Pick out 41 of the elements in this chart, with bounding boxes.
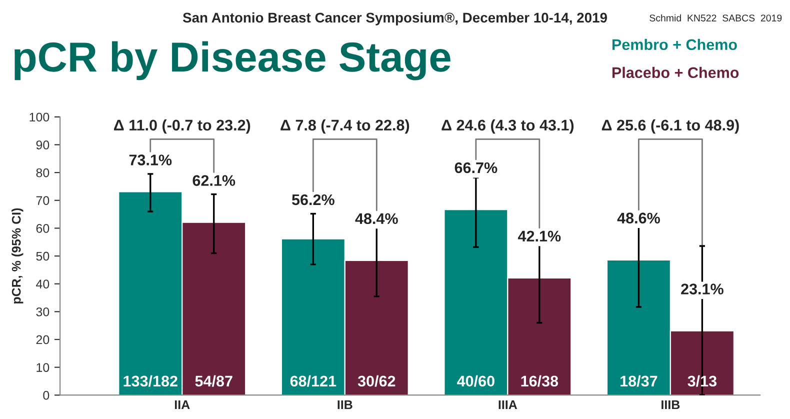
annotation: Δ 11.0 (-0.7 to 23.2) <box>114 119 250 134</box>
y-tick-label: 90 <box>36 140 50 150</box>
y-tick-label: 70 <box>36 196 50 206</box>
annotation: 3/13 <box>688 375 717 387</box>
data-label: 66.7% <box>454 162 498 174</box>
annotation: Δ 25.6 (-6.1 to 48.9) <box>602 119 739 134</box>
y-tick-label: 50 <box>36 252 50 261</box>
annotation: 16/38 <box>521 375 558 387</box>
x-tick-label: IIIA <box>498 400 518 410</box>
annotation: 54/87 <box>195 375 232 387</box>
x-tick-label: IIA <box>174 400 190 410</box>
y-tick-label: 0 <box>43 390 50 400</box>
text: Pembro + Chemo <box>612 38 737 50</box>
y-tick-label: 30 <box>36 307 50 316</box>
annotation: 18/37 <box>620 375 658 387</box>
x-tick-label: IIIB <box>662 400 680 410</box>
y-tick-label: 80 <box>36 168 50 178</box>
chart-title: pCR by Disease Stage <box>14 41 450 80</box>
data-label: 48.6% <box>617 212 660 224</box>
data-label: 56.2% <box>292 194 334 206</box>
annotation: Δ 7.8 (-7.4 to 22.8) <box>280 119 410 134</box>
data-label: 23.1% <box>681 284 724 294</box>
annotation: 68/121 <box>290 375 336 387</box>
y-tick-label: 40 <box>36 280 50 288</box>
y-tick-label: 10 <box>36 363 50 372</box>
chart-subtitle: San Antonio Breast Cancer Symposium®, December 10-14, 2019 <box>182 12 607 26</box>
annotation: Δ 24.6 (4.3 to 43.1) <box>442 119 574 134</box>
y-tick-label: 100 <box>30 112 50 122</box>
data-label: 62.1% <box>192 175 236 186</box>
annotation: 40/60 <box>457 375 494 387</box>
text: Schmid KN522 SABCS 2019 <box>650 14 782 22</box>
y-tick-label: 20 <box>36 335 50 344</box>
data-label: 48.4% <box>355 213 398 224</box>
y-axis-title: pCR, % (95% CI) <box>12 208 24 304</box>
x-tick-label: IIB <box>338 400 352 410</box>
text: Placebo + Chemo <box>612 66 739 78</box>
y-tick-label: 60 <box>36 224 50 233</box>
data-label: 42.1% <box>518 230 561 242</box>
annotation: 133/182 <box>124 375 178 387</box>
data-label: 73.1% <box>129 154 172 166</box>
annotation: 30/62 <box>358 375 396 387</box>
